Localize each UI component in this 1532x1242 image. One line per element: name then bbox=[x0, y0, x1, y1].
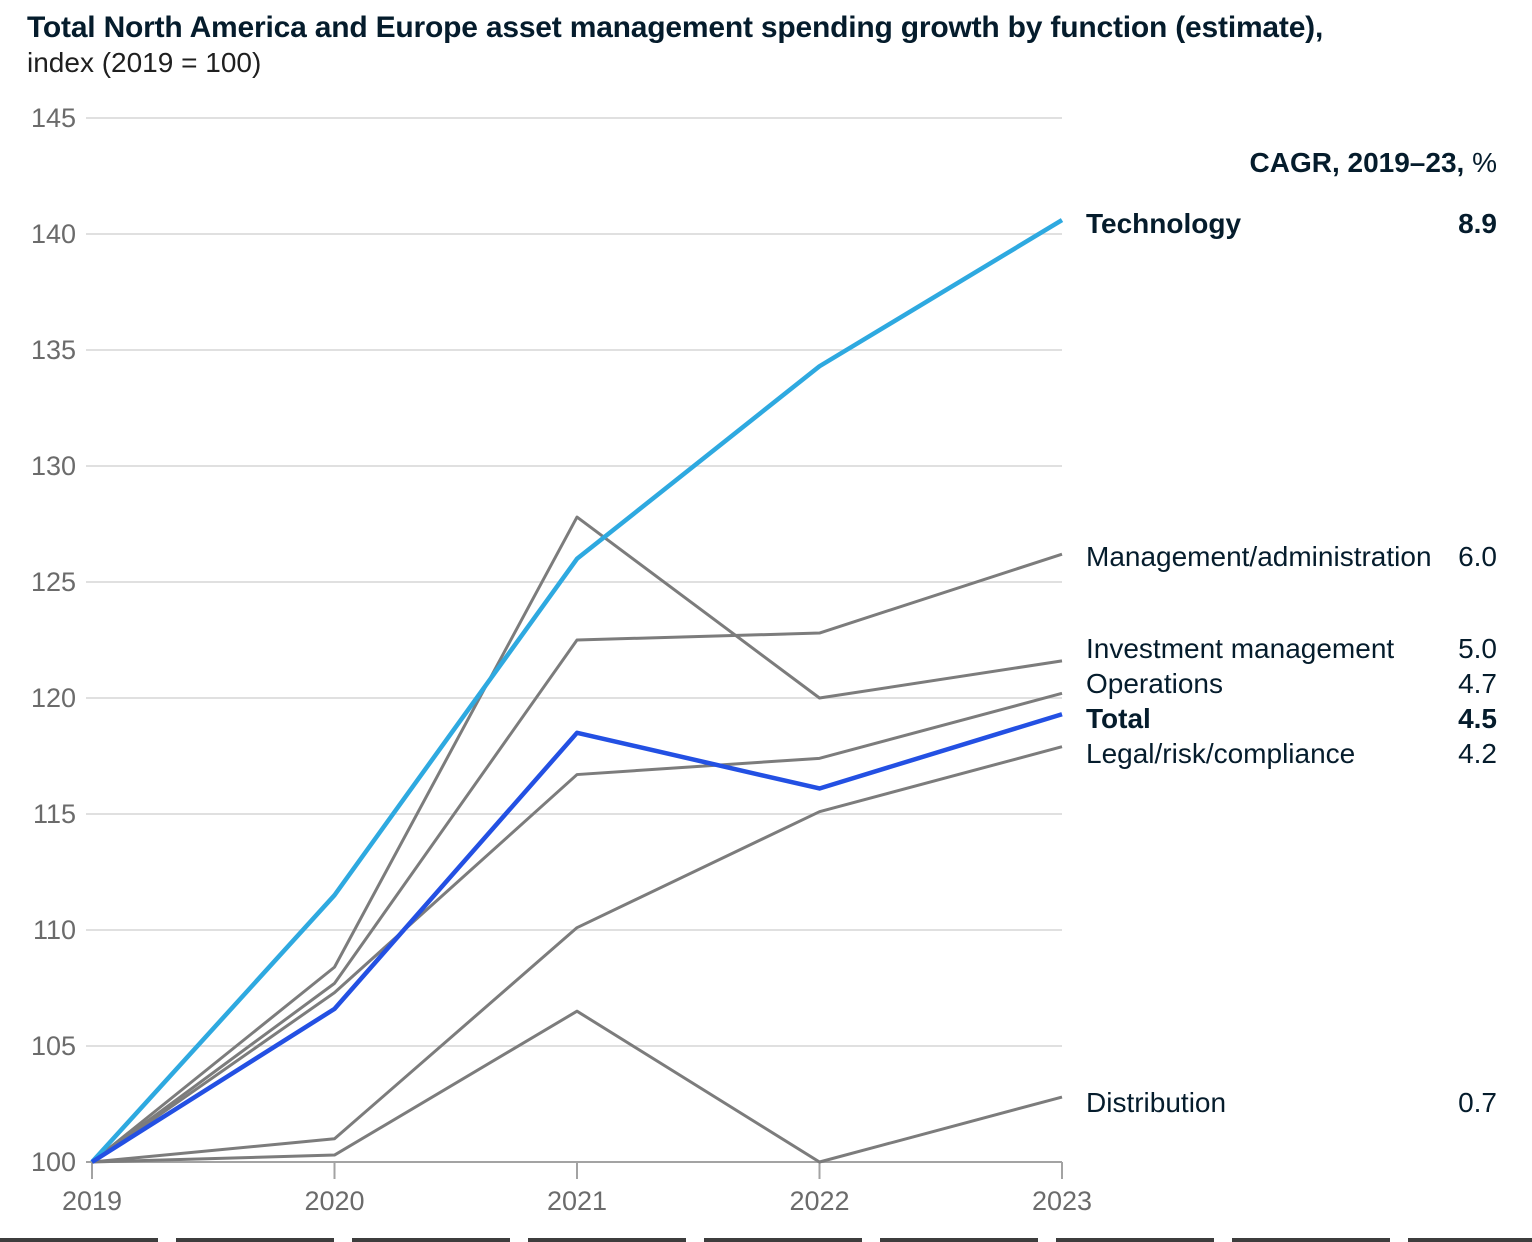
legend-label: Technology bbox=[1086, 208, 1242, 239]
series-line-investment-management bbox=[91, 515, 1063, 1164]
y-axis-label-135: 135 bbox=[30, 335, 76, 365]
legend-header-bold: CAGR, 2019–23, bbox=[1249, 147, 1465, 178]
legend-label: Distribution bbox=[1086, 1087, 1227, 1118]
legend-cagr-value: 4.5 bbox=[1458, 703, 1497, 734]
legend-cagr-value: 8.9 bbox=[1458, 208, 1497, 239]
y-axis-label-110: 110 bbox=[32, 915, 76, 945]
legend-row-distribution: Distribution 0.7 bbox=[1086, 1085, 1497, 1121]
legend-cagr-value: 4.7 bbox=[1458, 668, 1497, 699]
y-axis-label-125: 125 bbox=[30, 567, 76, 597]
series-line-legal-risk-compliance bbox=[91, 745, 1063, 1164]
chart-subtitle: index (2019 = 100) bbox=[27, 47, 262, 78]
series-line-operations bbox=[91, 691, 1063, 1164]
legend-cagr-value: 6.0 bbox=[1458, 541, 1497, 572]
y-axis-label-115: 115 bbox=[32, 799, 76, 829]
y-axis-label-100: 100 bbox=[30, 1147, 76, 1177]
legend-cagr-value: 0.7 bbox=[1458, 1087, 1497, 1118]
legend-header-unit: % bbox=[1464, 147, 1497, 178]
legend-label: Operations bbox=[1086, 668, 1223, 699]
y-axis-label-105: 105 bbox=[30, 1031, 76, 1061]
legend-row-management-administration: Management/administration 6.0 bbox=[1086, 539, 1497, 575]
y-axis-label-145: 145 bbox=[30, 103, 76, 133]
legend-row-technology: Technology 8.9 bbox=[1086, 206, 1497, 242]
series-line-management-administration bbox=[91, 552, 1063, 1164]
x-axis-label-2019: 2019 bbox=[61, 1186, 123, 1216]
legend-row-operations: Operations 4.7 bbox=[1086, 666, 1497, 702]
y-axis-label-130: 130 bbox=[30, 451, 76, 481]
legend-row-investment-management: Investment management 5.0 bbox=[1086, 631, 1497, 667]
legend-row-total: Total 4.5 bbox=[1086, 701, 1497, 737]
legend-label: Investment management bbox=[1086, 633, 1395, 664]
legend-cagr-value: 4.2 bbox=[1458, 738, 1497, 769]
cropped-bottom-divider bbox=[0, 1238, 1532, 1242]
y-axis-label-120: 120 bbox=[30, 683, 76, 713]
legend-row-legal-risk-compliance: Legal/risk/compliance 4.2 bbox=[1086, 736, 1497, 772]
series-line-technology bbox=[90, 218, 1064, 1164]
x-axis-label-2021: 2021 bbox=[546, 1186, 608, 1216]
y-axis-label-140: 140 bbox=[30, 219, 76, 249]
x-axis-label-2022: 2022 bbox=[789, 1186, 850, 1216]
series-line-total bbox=[90, 712, 1063, 1164]
legend-label: Legal/risk/compliance bbox=[1086, 738, 1356, 769]
series-line-distribution bbox=[91, 1009, 1063, 1164]
legend-header: CAGR, 2019–23, % bbox=[1086, 145, 1497, 181]
x-axis-label-2020: 2020 bbox=[304, 1186, 365, 1216]
chart-title: Total North America and Europe asset man… bbox=[27, 11, 1324, 44]
x-axis-label-2023: 2023 bbox=[1031, 1186, 1093, 1216]
legend-label: Management/administration bbox=[1086, 541, 1432, 572]
legend-label: Total bbox=[1086, 703, 1151, 734]
chart-title-block: Total North America and Europe asset man… bbox=[27, 10, 1323, 80]
legend-cagr-value: 5.0 bbox=[1458, 633, 1497, 664]
